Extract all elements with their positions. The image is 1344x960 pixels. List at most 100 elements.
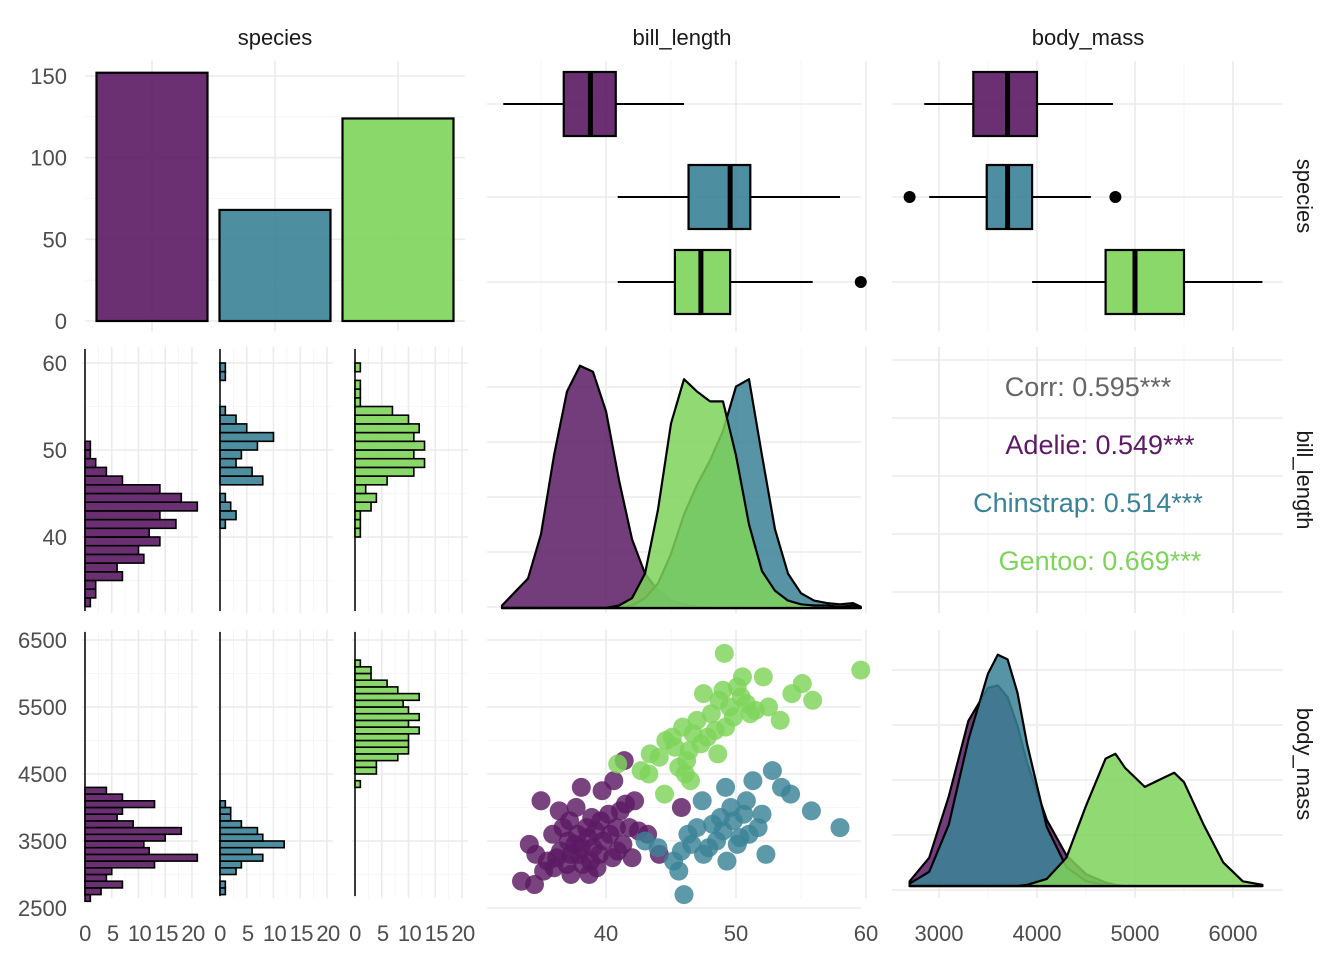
x-tick-histogram-count: 10 bbox=[398, 921, 422, 946]
x-tick-bill-length: 60 bbox=[854, 921, 878, 946]
y-tick-bill-length: 60 bbox=[43, 351, 67, 376]
hist-mass-bar-adelie bbox=[84, 799, 156, 809]
scatter-point-gentoo bbox=[792, 674, 812, 694]
hist-mass-bar-gentoo bbox=[354, 659, 362, 668]
hist-mass-bar-chinstrap bbox=[219, 853, 264, 862]
hist-mass-bar-gentoo bbox=[354, 766, 378, 775]
y-tick-count: 150 bbox=[30, 64, 67, 89]
hist-mass-bar-gentoo bbox=[354, 779, 362, 789]
scatter-point-chinstrap bbox=[762, 761, 782, 781]
x-tick-histogram-count: 0 bbox=[214, 921, 226, 946]
hist-mass-bar-chinstrap bbox=[219, 799, 227, 809]
hist-mass-bar-gentoo bbox=[354, 712, 420, 722]
scatter-point-chinstrap bbox=[830, 818, 850, 838]
hist-mass-bar-chinstrap bbox=[219, 880, 227, 889]
hist-bill-bar-adelie bbox=[84, 562, 118, 573]
hist-bill-bar-adelie bbox=[84, 457, 97, 469]
hist-bill-bar-chinstrap bbox=[219, 510, 237, 521]
y-tick-count: 0 bbox=[55, 309, 67, 334]
hist-mass-bar-chinstrap bbox=[219, 826, 259, 836]
hist-mass-bar-chinstrap bbox=[219, 846, 253, 856]
scatter-point-gentoo bbox=[675, 764, 695, 784]
scatter-point-chinstrap bbox=[752, 804, 772, 824]
scatter-point-adelie bbox=[525, 875, 544, 895]
y-tick-bill-length: 40 bbox=[43, 525, 67, 550]
hist-bill-bar-chinstrap bbox=[219, 492, 227, 503]
hist-mass-bar-gentoo bbox=[354, 746, 410, 755]
x-tick-histogram-count: 10 bbox=[128, 921, 152, 946]
mass-boxplot-box-gentoo bbox=[1104, 248, 1186, 316]
hist-mass-bar-chinstrap bbox=[219, 866, 237, 876]
x-tick-body-mass: 6000 bbox=[1209, 921, 1258, 946]
scatter-point-adelie bbox=[604, 771, 624, 791]
scatter-point-chinstrap bbox=[716, 777, 736, 797]
hist-mass-bar-adelie bbox=[84, 887, 102, 896]
hist-mass-bar-gentoo bbox=[354, 672, 372, 681]
hist-mass-bar-gentoo bbox=[354, 692, 420, 702]
x-tick-histogram-count: 15 bbox=[425, 921, 449, 946]
x-tick-bill-length: 50 bbox=[724, 921, 748, 946]
scatter-point-gentoo bbox=[655, 784, 674, 804]
scatter-point-chinstrap bbox=[717, 851, 737, 871]
hist-mass-bar-adelie bbox=[84, 866, 113, 876]
hist-mass-bar-gentoo bbox=[354, 759, 378, 769]
hist-bill-bar-chinstrap bbox=[219, 501, 232, 512]
hist-bill-bar-adelie bbox=[84, 518, 177, 530]
hist-mass-bar-gentoo bbox=[354, 739, 410, 748]
scatter-point-gentoo bbox=[687, 710, 707, 730]
scatter-point-gentoo bbox=[714, 643, 734, 663]
scatter-point-gentoo bbox=[665, 737, 685, 757]
density-mass-gentoo bbox=[908, 752, 1264, 888]
hist-mass-bar-gentoo bbox=[354, 732, 410, 742]
hist-bill-bar-adelie bbox=[84, 527, 150, 538]
scatter-point-chinstrap bbox=[736, 791, 756, 811]
hist-bill-bar-adelie bbox=[84, 501, 199, 512]
hist-bill-bar-chinstrap bbox=[219, 466, 253, 477]
hist-bill-bar-gentoo bbox=[354, 466, 415, 477]
scatter-point-adelie bbox=[622, 848, 642, 868]
hist-mass-bar-adelie bbox=[84, 813, 118, 822]
strip-label-bill-length: bill_length bbox=[632, 25, 731, 50]
scatter-point-adelie bbox=[571, 777, 591, 797]
hist-mass-bar-chinstrap bbox=[219, 887, 227, 896]
hist-mass-bar-adelie bbox=[84, 840, 145, 849]
hist-mass-bar-adelie bbox=[84, 846, 150, 856]
hist-bill-bar-gentoo bbox=[354, 440, 426, 451]
scatter-point-gentoo bbox=[803, 690, 823, 710]
hist-mass-bar-adelie bbox=[84, 833, 167, 842]
y-tick-count: 100 bbox=[30, 146, 67, 171]
scatter-point-gentoo bbox=[753, 667, 773, 687]
scatter-point-adelie bbox=[543, 824, 563, 844]
hist-bill-bar-gentoo bbox=[354, 388, 362, 399]
hist-bill-bar-chinstrap bbox=[219, 414, 237, 425]
hist-bill-bar-adelie bbox=[84, 544, 140, 556]
scatter-point-gentoo bbox=[694, 684, 713, 704]
scatter-point-gentoo bbox=[851, 660, 871, 680]
bar-chinstrap bbox=[218, 208, 332, 323]
bill-boxplot-outlier-gentoo bbox=[854, 276, 867, 288]
hist-bill-bar-gentoo bbox=[354, 483, 367, 495]
hist-mass-bar-adelie bbox=[84, 826, 183, 836]
scatter-point-adelie bbox=[531, 791, 551, 811]
y-tick-body-mass: 6500 bbox=[18, 628, 67, 653]
hist-bill-bar-adelie bbox=[84, 536, 161, 547]
scatter-point-adelie bbox=[587, 858, 607, 878]
scatter-point-adelie bbox=[519, 834, 539, 854]
scatter-point-gentoo bbox=[639, 764, 659, 784]
hist-bill-bar-chinstrap bbox=[219, 518, 227, 530]
hist-bill-bar-adelie bbox=[84, 483, 161, 495]
y-tick-body-mass: 5500 bbox=[18, 695, 67, 720]
hist-bill-bar-chinstrap bbox=[219, 457, 237, 469]
scatter-point-chinstrap bbox=[743, 771, 763, 791]
scatter-point-gentoo bbox=[608, 754, 628, 774]
hist-bill-bar-adelie bbox=[84, 492, 183, 503]
x-tick-histogram-count: 10 bbox=[263, 921, 287, 946]
hist-bill-bar-adelie bbox=[84, 570, 124, 582]
x-tick-body-mass: 3000 bbox=[915, 921, 964, 946]
corr-chinstrap: Chinstrap: 0.514*** bbox=[973, 488, 1203, 518]
strip-label-body-mass: body_mass bbox=[1032, 25, 1145, 50]
hist-bill-bar-gentoo bbox=[354, 518, 362, 530]
hist-bill-bar-chinstrap bbox=[219, 423, 248, 434]
corr-overall: Corr: 0.595*** bbox=[1005, 372, 1172, 402]
x-tick-body-mass: 5000 bbox=[1111, 921, 1160, 946]
